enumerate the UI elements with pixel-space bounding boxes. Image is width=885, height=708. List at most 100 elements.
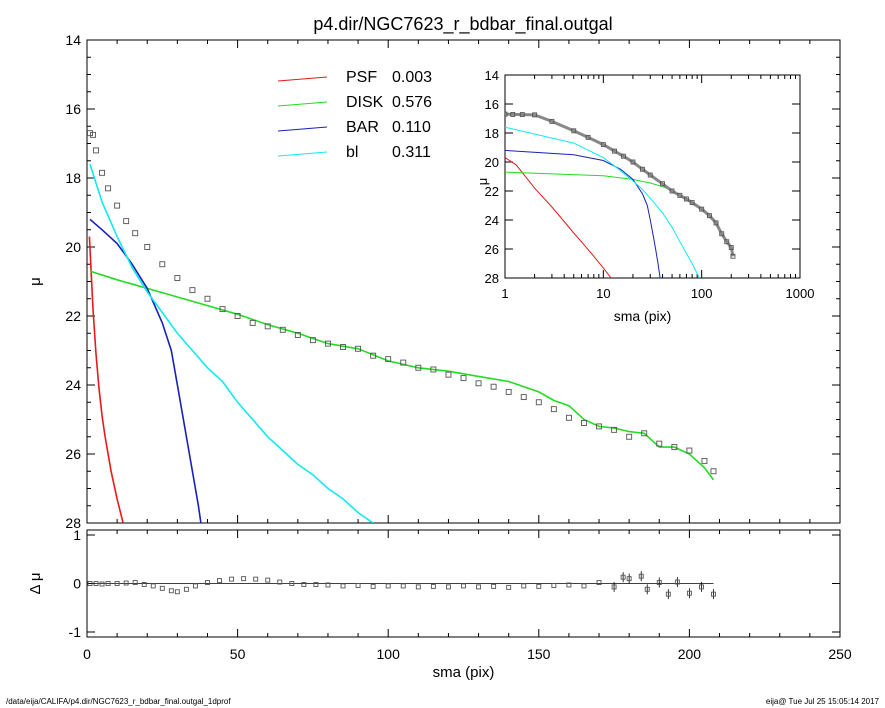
- inset-background: [445, 63, 815, 326]
- data-point: [204, 295, 211, 302]
- inset-series-line-psf: [505, 157, 612, 278]
- data-point: [490, 383, 497, 390]
- inset-frame: [504, 74, 801, 279]
- residual-point: [183, 586, 189, 592]
- legend-value-disk: 0.576: [392, 94, 432, 111]
- residual-point: [686, 590, 692, 596]
- residual-point: [265, 577, 271, 583]
- residual-point: [644, 586, 650, 592]
- residual-point: [611, 584, 617, 590]
- residual-point: [301, 582, 307, 587]
- y-tick-label: 18: [65, 170, 81, 186]
- data-point: [611, 426, 618, 433]
- residual-point: [355, 582, 361, 588]
- y-tick-label: 16: [65, 101, 81, 117]
- data-point: [114, 202, 121, 209]
- x-axis-label: sma (pix): [433, 664, 495, 681]
- data-point: [99, 169, 106, 176]
- data-point: [294, 332, 301, 338]
- legend-name-psf: PSF: [346, 69, 377, 86]
- data-point: [144, 244, 151, 250]
- x-tick-label: 200: [678, 646, 702, 662]
- inset-data-point: [683, 196, 689, 202]
- residual-point: [551, 582, 557, 588]
- inset-data-point: [505, 111, 508, 117]
- data-point: [505, 388, 512, 395]
- data-point: [565, 414, 572, 421]
- data-point: [535, 399, 542, 406]
- inset-data-point: [585, 134, 591, 140]
- data-point: [596, 423, 602, 430]
- y-tick-label: 22: [65, 308, 81, 324]
- series-line-psf: [88, 236, 124, 523]
- series-line-bl: [89, 163, 374, 523]
- y-axis-label: μ: [27, 277, 44, 286]
- data-point: [641, 430, 648, 437]
- y-tick-label: 0: [73, 576, 81, 592]
- data-point: [132, 230, 139, 237]
- data-point: [710, 468, 717, 475]
- legend-value-bar: 0.110: [392, 119, 431, 136]
- y-tick-label: 22: [485, 184, 499, 199]
- legend-name-disk: DISK: [346, 94, 384, 111]
- main-panel: 14 16 18 20 22 24 26 28 μ PSF 0.003 DISK 0.576 BAR 0.1…: [27, 32, 841, 531]
- series-line-disk: [89, 270, 715, 481]
- residual-point: [665, 591, 671, 597]
- legend-swatch-disk: [277, 101, 328, 107]
- residual-point: [445, 584, 451, 590]
- y-tick-label: 20: [485, 155, 499, 170]
- chart-title: p4.dir/NGC7623_r_bdbar_final.outgal: [313, 14, 612, 35]
- residual-point: [581, 583, 587, 589]
- residual-point: [168, 588, 174, 594]
- inset-data-point: [647, 172, 653, 178]
- residual-point: [241, 576, 247, 582]
- residual-point: [491, 583, 497, 589]
- y-tick-label: 24: [485, 213, 499, 228]
- residual-point: [698, 584, 704, 590]
- inset-data-point: [600, 142, 606, 148]
- series-line-bar: [89, 218, 202, 523]
- data-point: [520, 394, 527, 401]
- y-tick-label: 1: [73, 527, 81, 543]
- residual-point: [638, 573, 644, 579]
- inset-x-tick-label: 100: [691, 286, 713, 301]
- y-tick-label: 28: [485, 271, 499, 286]
- residual-y-axis-label: Δ μ: [27, 572, 44, 594]
- residual-point: [521, 583, 527, 589]
- legend-swatch-bar: [277, 126, 328, 132]
- inset-data-point: [532, 112, 538, 118]
- y-tick-label: 14: [65, 32, 81, 48]
- data-point: [340, 344, 346, 350]
- residual-point: [674, 579, 680, 585]
- data-point: [460, 375, 467, 382]
- data-point: [174, 275, 181, 281]
- residual-point: [150, 583, 156, 589]
- legend-name-bl: bl: [346, 144, 358, 161]
- data-point: [626, 433, 633, 440]
- inset-data-point: [640, 166, 645, 172]
- data-point: [701, 457, 708, 464]
- residual-point: [506, 584, 512, 590]
- x-tick-label: 250: [828, 646, 852, 662]
- residual-point: [159, 585, 165, 591]
- y-tick-label: 26: [65, 446, 81, 462]
- footer-right: eija@ Tue Jul 25 15:05:14 2017: [765, 697, 879, 706]
- data-point: [475, 380, 482, 387]
- x-tick-label: 100: [377, 646, 401, 662]
- residual-point: [229, 576, 235, 582]
- data-point: [355, 345, 362, 352]
- residual-point: [415, 584, 421, 590]
- residual-point: [596, 580, 602, 585]
- legend-swatch-psf: [277, 76, 328, 82]
- data-point: [159, 261, 166, 268]
- inset-panel: 14 16 18 20 22 24 26 281 10 100 1000 μ sma (pix): [445, 63, 815, 326]
- residual-point: [430, 583, 436, 589]
- inset-data-point: [707, 213, 712, 219]
- y-tick-label: 14: [485, 68, 499, 83]
- inset-y-axis-label: μ: [475, 178, 490, 186]
- inset-series-line-bar: [505, 149, 661, 278]
- legend-value-psf: 0.003: [392, 69, 432, 86]
- data-point: [370, 352, 377, 359]
- data-point: [430, 366, 437, 373]
